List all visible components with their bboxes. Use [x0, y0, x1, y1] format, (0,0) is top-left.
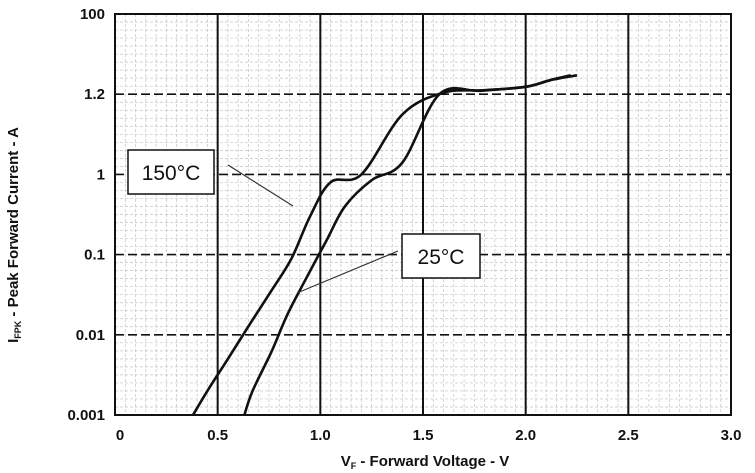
x-tick-label: 3.0 [721, 427, 742, 444]
x-axis-title: VF - Forward Voltage - V [341, 453, 510, 471]
series-group [191, 74, 578, 416]
y-tick-labels: 100 1.2 1 0.1 0.01 0.001 [67, 6, 105, 424]
y-tick-label: 1 [97, 166, 105, 183]
callout-25c: 25°C [296, 233, 481, 294]
x-tick-label: 0 [116, 427, 124, 444]
y-axis-title: IFPK - Peak Forward Current - A [5, 127, 23, 343]
y-tick-label: 0.1 [84, 247, 105, 264]
plot-frame [114, 13, 732, 416]
callout-150c-leader [227, 164, 294, 207]
callout-25c-box [401, 233, 481, 279]
y-tick-label: 0.01 [76, 327, 105, 344]
series-line-1 [243, 74, 578, 416]
callout-150c-box [127, 149, 215, 195]
y-tick-label: 0.001 [67, 407, 105, 424]
y-tick-label: 1.2 [84, 86, 105, 103]
callout-25c-leader [296, 250, 399, 294]
x-tick-label: 1.5 [413, 427, 434, 444]
x-tick-label: 1.0 [310, 427, 331, 444]
x-tick-label: 0.5 [207, 427, 228, 444]
x-tick-label: 2.0 [515, 427, 536, 444]
callout-150c-label: 150°C [142, 162, 201, 185]
callout-25c-label: 25°C [418, 246, 465, 269]
callout-150c: 150°C [127, 149, 294, 207]
x-tick-labels: 0 0.5 1.0 1.5 2.0 2.5 3.0 [116, 427, 742, 444]
y-tick-label: 100 [80, 6, 105, 23]
x-tick-label: 2.5 [618, 427, 639, 444]
